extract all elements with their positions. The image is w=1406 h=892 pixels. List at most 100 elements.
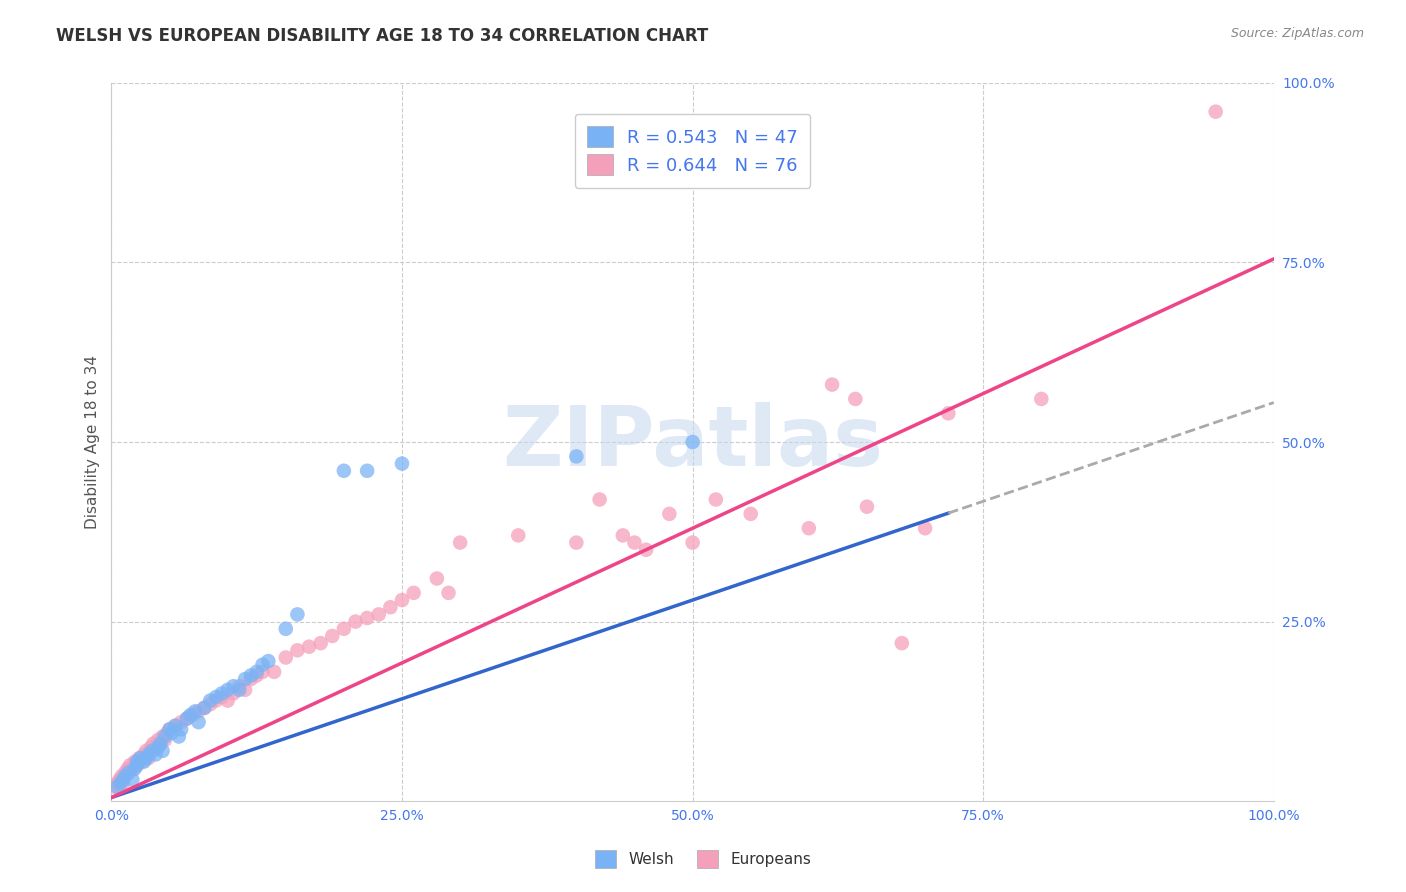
Legend: R = 0.543   N = 47, R = 0.644   N = 76: R = 0.543 N = 47, R = 0.644 N = 76 [575,113,810,187]
Point [145,747,167,762]
Point [138,747,160,762]
Point [228,679,250,693]
Point [118,765,141,780]
Point [125,755,148,769]
Point [167,730,190,744]
Point [165,719,187,733]
Point [176,712,198,726]
Point [112,772,135,787]
Point [612,528,634,542]
Point [111,769,134,783]
Point [844,392,866,406]
Point [110,776,132,790]
Point [132,755,155,769]
Point [205,690,228,704]
Point [176,712,198,726]
Point [367,607,389,622]
Point [565,450,588,464]
Point [184,705,207,719]
Point [682,435,704,450]
Point [149,737,172,751]
Point [274,650,297,665]
Y-axis label: Disability Age 18 to 34: Disability Age 18 to 34 [86,355,100,529]
Point [1205,104,1227,119]
Point [740,507,762,521]
Point [165,719,187,733]
Point [333,622,356,636]
Point [333,464,356,478]
Point [153,733,176,747]
Point [287,607,309,622]
Point [152,730,174,744]
Point [239,668,262,682]
Text: Source: ZipAtlas.com: Source: ZipAtlas.com [1230,27,1364,40]
Point [112,776,135,790]
Point [391,593,413,607]
Point [159,723,181,737]
Point [391,457,413,471]
Point [298,640,321,654]
Point [141,744,163,758]
Point [217,693,239,707]
Point [128,751,150,765]
Point [239,672,262,686]
Point [222,686,245,700]
Point [356,464,378,478]
Text: ZIPatlas: ZIPatlas [502,401,883,483]
Point [179,708,201,723]
Point [565,535,588,549]
Point [121,762,143,776]
Point [145,740,167,755]
Point [170,723,193,737]
Point [623,535,645,549]
Point [380,600,402,615]
Point [402,586,425,600]
Point [200,697,222,711]
Point [252,665,274,679]
Point [356,611,378,625]
Point [1031,392,1053,406]
Point [821,377,844,392]
Point [344,615,367,629]
Point [152,744,174,758]
Point [121,772,143,787]
Point [211,686,233,700]
Point [125,758,148,772]
Point [156,726,179,740]
Point [131,755,153,769]
Point [588,492,610,507]
Point [160,726,183,740]
Point [287,643,309,657]
Point [125,758,148,772]
Point [114,769,136,783]
Point [437,586,460,600]
Point [508,528,530,542]
Point [658,507,681,521]
Point [890,636,912,650]
Point [146,740,169,755]
Point [181,708,204,723]
Point [135,751,157,765]
Point [704,492,727,507]
Point [233,682,256,697]
Point [246,665,269,679]
Point [222,679,245,693]
Point [797,521,820,535]
Point [211,690,233,704]
Point [246,668,269,682]
Legend: Welsh, Europeans: Welsh, Europeans [588,843,818,875]
Point [139,740,162,755]
Point [138,751,160,765]
Point [936,406,959,420]
Point [187,705,209,719]
Point [132,747,155,762]
Point [105,776,128,790]
Point [129,751,152,765]
Point [914,521,936,535]
Point [146,733,169,747]
Point [170,715,193,730]
Point [309,636,332,650]
Point [321,629,343,643]
Point [117,762,139,776]
Point [193,700,215,714]
